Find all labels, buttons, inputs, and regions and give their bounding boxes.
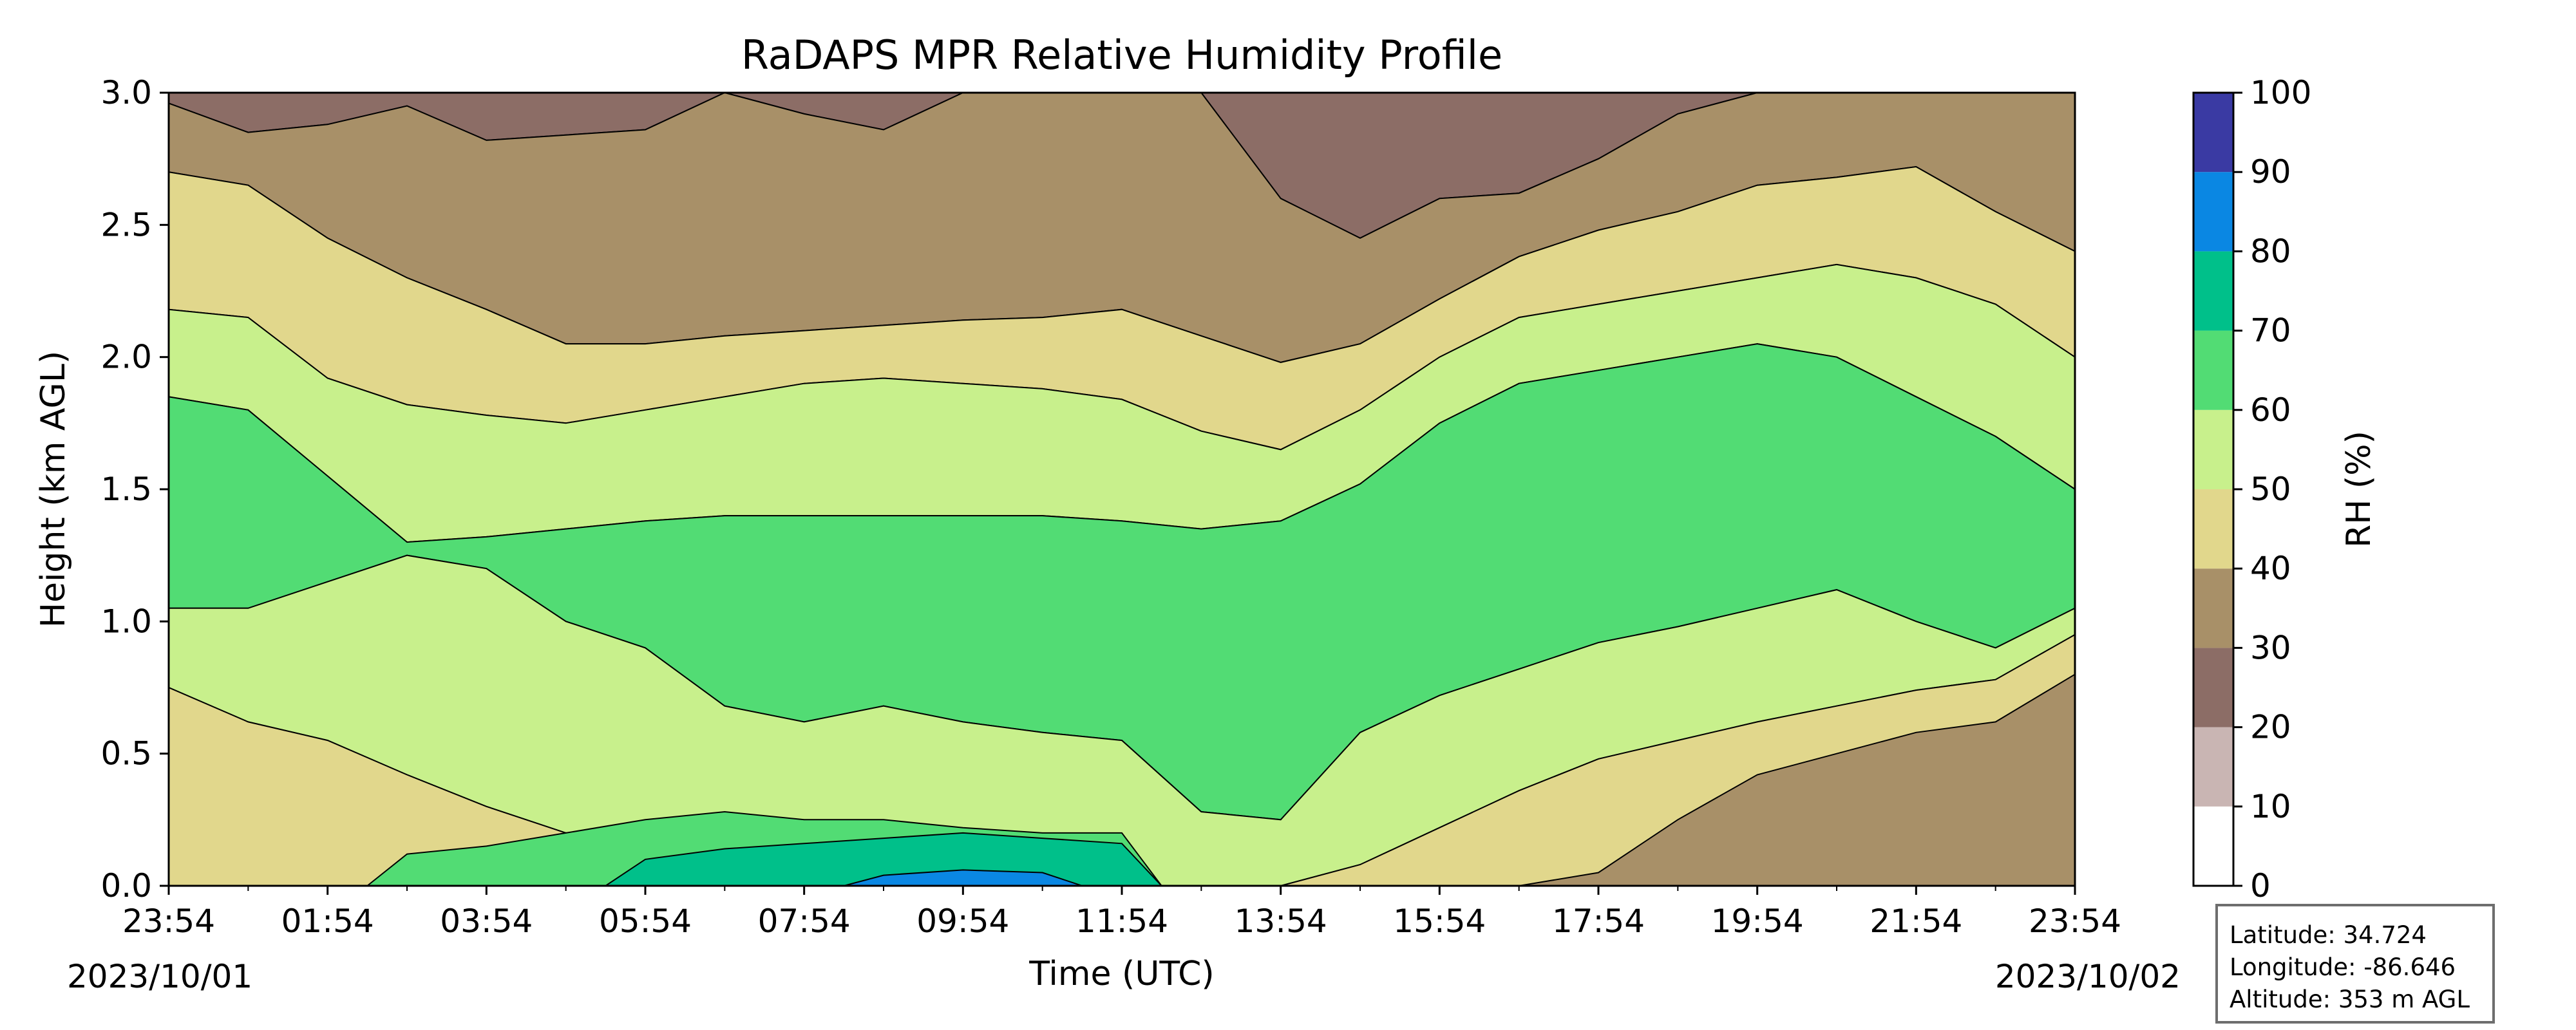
x-tick-label: 05:54: [599, 903, 692, 940]
longitude-text: Longitude: -86.646: [2230, 953, 2456, 981]
x-tick-label: 11:54: [1075, 903, 1168, 940]
colorbar-tick-label: 20: [2250, 709, 2291, 746]
colorbar-tick-label: 70: [2250, 312, 2291, 350]
latitude-text: Latitude: 34.724: [2230, 921, 2427, 949]
colorbar-segment: [2193, 172, 2233, 252]
end-date: 2023/10/02: [1995, 958, 2181, 995]
colorbar-segment: [2193, 806, 2233, 886]
colorbar-label: RH (%): [2340, 431, 2378, 548]
y-tick-label: 1.5: [100, 471, 152, 508]
y-tick-label: 0.5: [100, 735, 152, 772]
colorbar-tick-label: 0: [2250, 867, 2271, 904]
colorbar-segment: [2193, 251, 2233, 331]
colorbar-tick-label: 100: [2250, 74, 2311, 111]
x-axis-label: Time (UTC): [1028, 955, 1214, 993]
colorbar-segment: [2193, 330, 2233, 410]
colorbar-segment: [2193, 568, 2233, 648]
colorbar-segment: [2193, 648, 2233, 727]
colorbar-tick-label: 90: [2250, 153, 2291, 191]
y-tick-label: 3.0: [100, 74, 152, 111]
rh-band-30-40-lower: [169, 673, 2075, 886]
colorbar-segment: [2193, 409, 2233, 489]
x-tick-label: 09:54: [916, 903, 1009, 940]
y-tick-label: 2.0: [100, 339, 152, 376]
altitude-text: Altitude: 353 m AGL: [2230, 986, 2470, 1013]
y-tick-label: 1.0: [100, 603, 152, 640]
x-tick-label: 19:54: [1711, 903, 1804, 940]
x-tick-label: 13:54: [1235, 903, 1327, 940]
y-tick-label: 2.5: [100, 206, 152, 243]
x-tick-label: 21:54: [1870, 903, 1962, 940]
colorbar-tick-label: 40: [2250, 550, 2291, 587]
rh-surface-band-80-90: [844, 869, 1083, 886]
colorbar-tick-label: 10: [2250, 788, 2291, 825]
y-tick-label: 0.0: [100, 867, 152, 904]
station-info-box: Latitude: 34.724 Longitude: -86.646 Alti…: [2215, 904, 2495, 1024]
x-tick-label: 03:54: [440, 903, 533, 940]
colorbar-segment: [2193, 93, 2233, 173]
x-tick-label: 23:54: [122, 903, 215, 940]
y-axis-label: Height (km AGL): [34, 351, 73, 628]
colorbar-tick-label: 60: [2250, 391, 2291, 429]
x-tick-label: 01:54: [281, 903, 374, 940]
colorbar-segment: [2193, 727, 2233, 807]
colorbar-tick-label: 50: [2250, 471, 2291, 508]
chart-title: RaDAPS MPR Relative Humidity Profile: [741, 32, 1502, 79]
colorbar: 0 10 20 30 40 50 60 70 80 90 100: [2192, 74, 2311, 904]
colorbar-tick-label: 80: [2250, 232, 2291, 270]
x-tick-label: 17:54: [1552, 903, 1645, 940]
colorbar-segment: [2193, 489, 2233, 569]
x-tick-label: 15:54: [1393, 903, 1486, 940]
start-date: 2023/10/01: [67, 958, 252, 995]
colorbar-tick-label: 30: [2250, 629, 2291, 666]
x-tick-label: 07:54: [758, 903, 851, 940]
plot-area: [169, 93, 2075, 886]
x-tick-label: 23:54: [2029, 903, 2121, 940]
